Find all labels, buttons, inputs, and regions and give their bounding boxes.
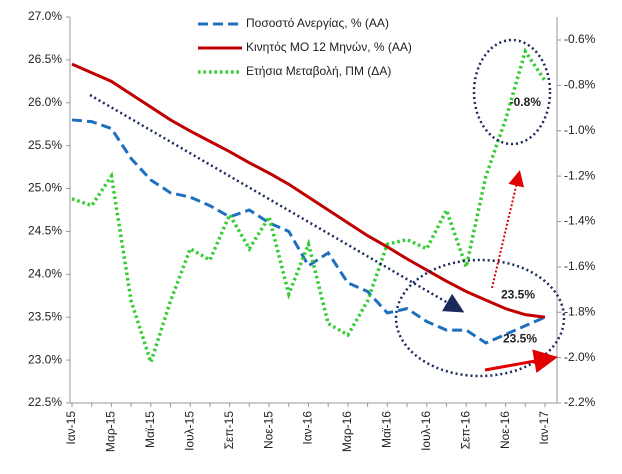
trend-arrow [89, 93, 465, 313]
y2-tick-label: -1.8% [564, 304, 596, 318]
y-tick-label: 24.5% [28, 224, 62, 238]
x-tick-label: Ιουλ-16 [419, 411, 433, 451]
y-tick-label: 23.5% [28, 309, 62, 323]
y-tick-label: 26.5% [28, 52, 62, 66]
legend-label: Ποσοστό Ανεργίας, % (ΑΑ) [246, 16, 389, 30]
series-line [71, 62, 546, 319]
y2-tick-label: -1.0% [564, 123, 596, 137]
y-tick-label: 25.0% [28, 181, 62, 195]
x-tick-label: Νοε-16 [498, 411, 512, 449]
x-tick-label: Ιαν-15 [64, 411, 78, 445]
highlight-ellipse [472, 38, 552, 146]
series-line [71, 118, 546, 345]
y2-tick-label: -1.4% [564, 214, 596, 228]
y2-tick-label: -1.2% [564, 168, 596, 182]
x-tick-label: Ιαν-17 [537, 411, 551, 445]
y-tick-label: 22.5% [28, 395, 62, 409]
trend-arrow [484, 349, 558, 373]
x-tick-label: Ιαν-16 [301, 411, 315, 445]
y-tick-label: 23.0% [28, 352, 62, 366]
annotations [89, 38, 566, 378]
legend-label: Κινητός ΜΟ 12 Μηνών, % (ΑΑ) [246, 40, 412, 54]
y-tick-label: 24.0% [28, 267, 62, 281]
x-tick-label: Νοε-15 [261, 411, 275, 449]
x-tick-label: Μαρ-16 [340, 411, 354, 452]
y2-tick-label: -0.8% [564, 78, 596, 92]
trend-arrow [491, 170, 525, 289]
y2-tick-label: -1.6% [564, 259, 596, 273]
data-label: 23.5% [501, 287, 535, 301]
y-tick-label: 27.0% [28, 9, 62, 23]
highlight-ellipse [394, 258, 566, 378]
x-tick-label: Σεπ-15 [222, 411, 236, 450]
series-line [71, 47, 547, 368]
x-tick-label: Μαϊ-16 [380, 411, 394, 448]
y-tick-label: 25.5% [28, 138, 62, 152]
x-tick-label: Μαϊ-15 [143, 411, 157, 448]
x-tick-label: Ιουλ-15 [182, 411, 196, 451]
data-label: -0.8% [510, 95, 542, 109]
x-tick-label: Μαρ-15 [104, 411, 118, 452]
y2-tick-label: -2.0% [564, 350, 596, 364]
y2-tick-label: -2.2% [564, 395, 596, 409]
y2-tick-label: -0.6% [564, 32, 596, 46]
legend-label: Ετήσια Μεταβολή, ΠΜ (ΔΑ) [246, 64, 391, 78]
y-tick-label: 26.0% [28, 95, 62, 109]
x-tick-label: Σεπ-16 [458, 411, 472, 450]
data-label: 23.5% [503, 331, 537, 345]
